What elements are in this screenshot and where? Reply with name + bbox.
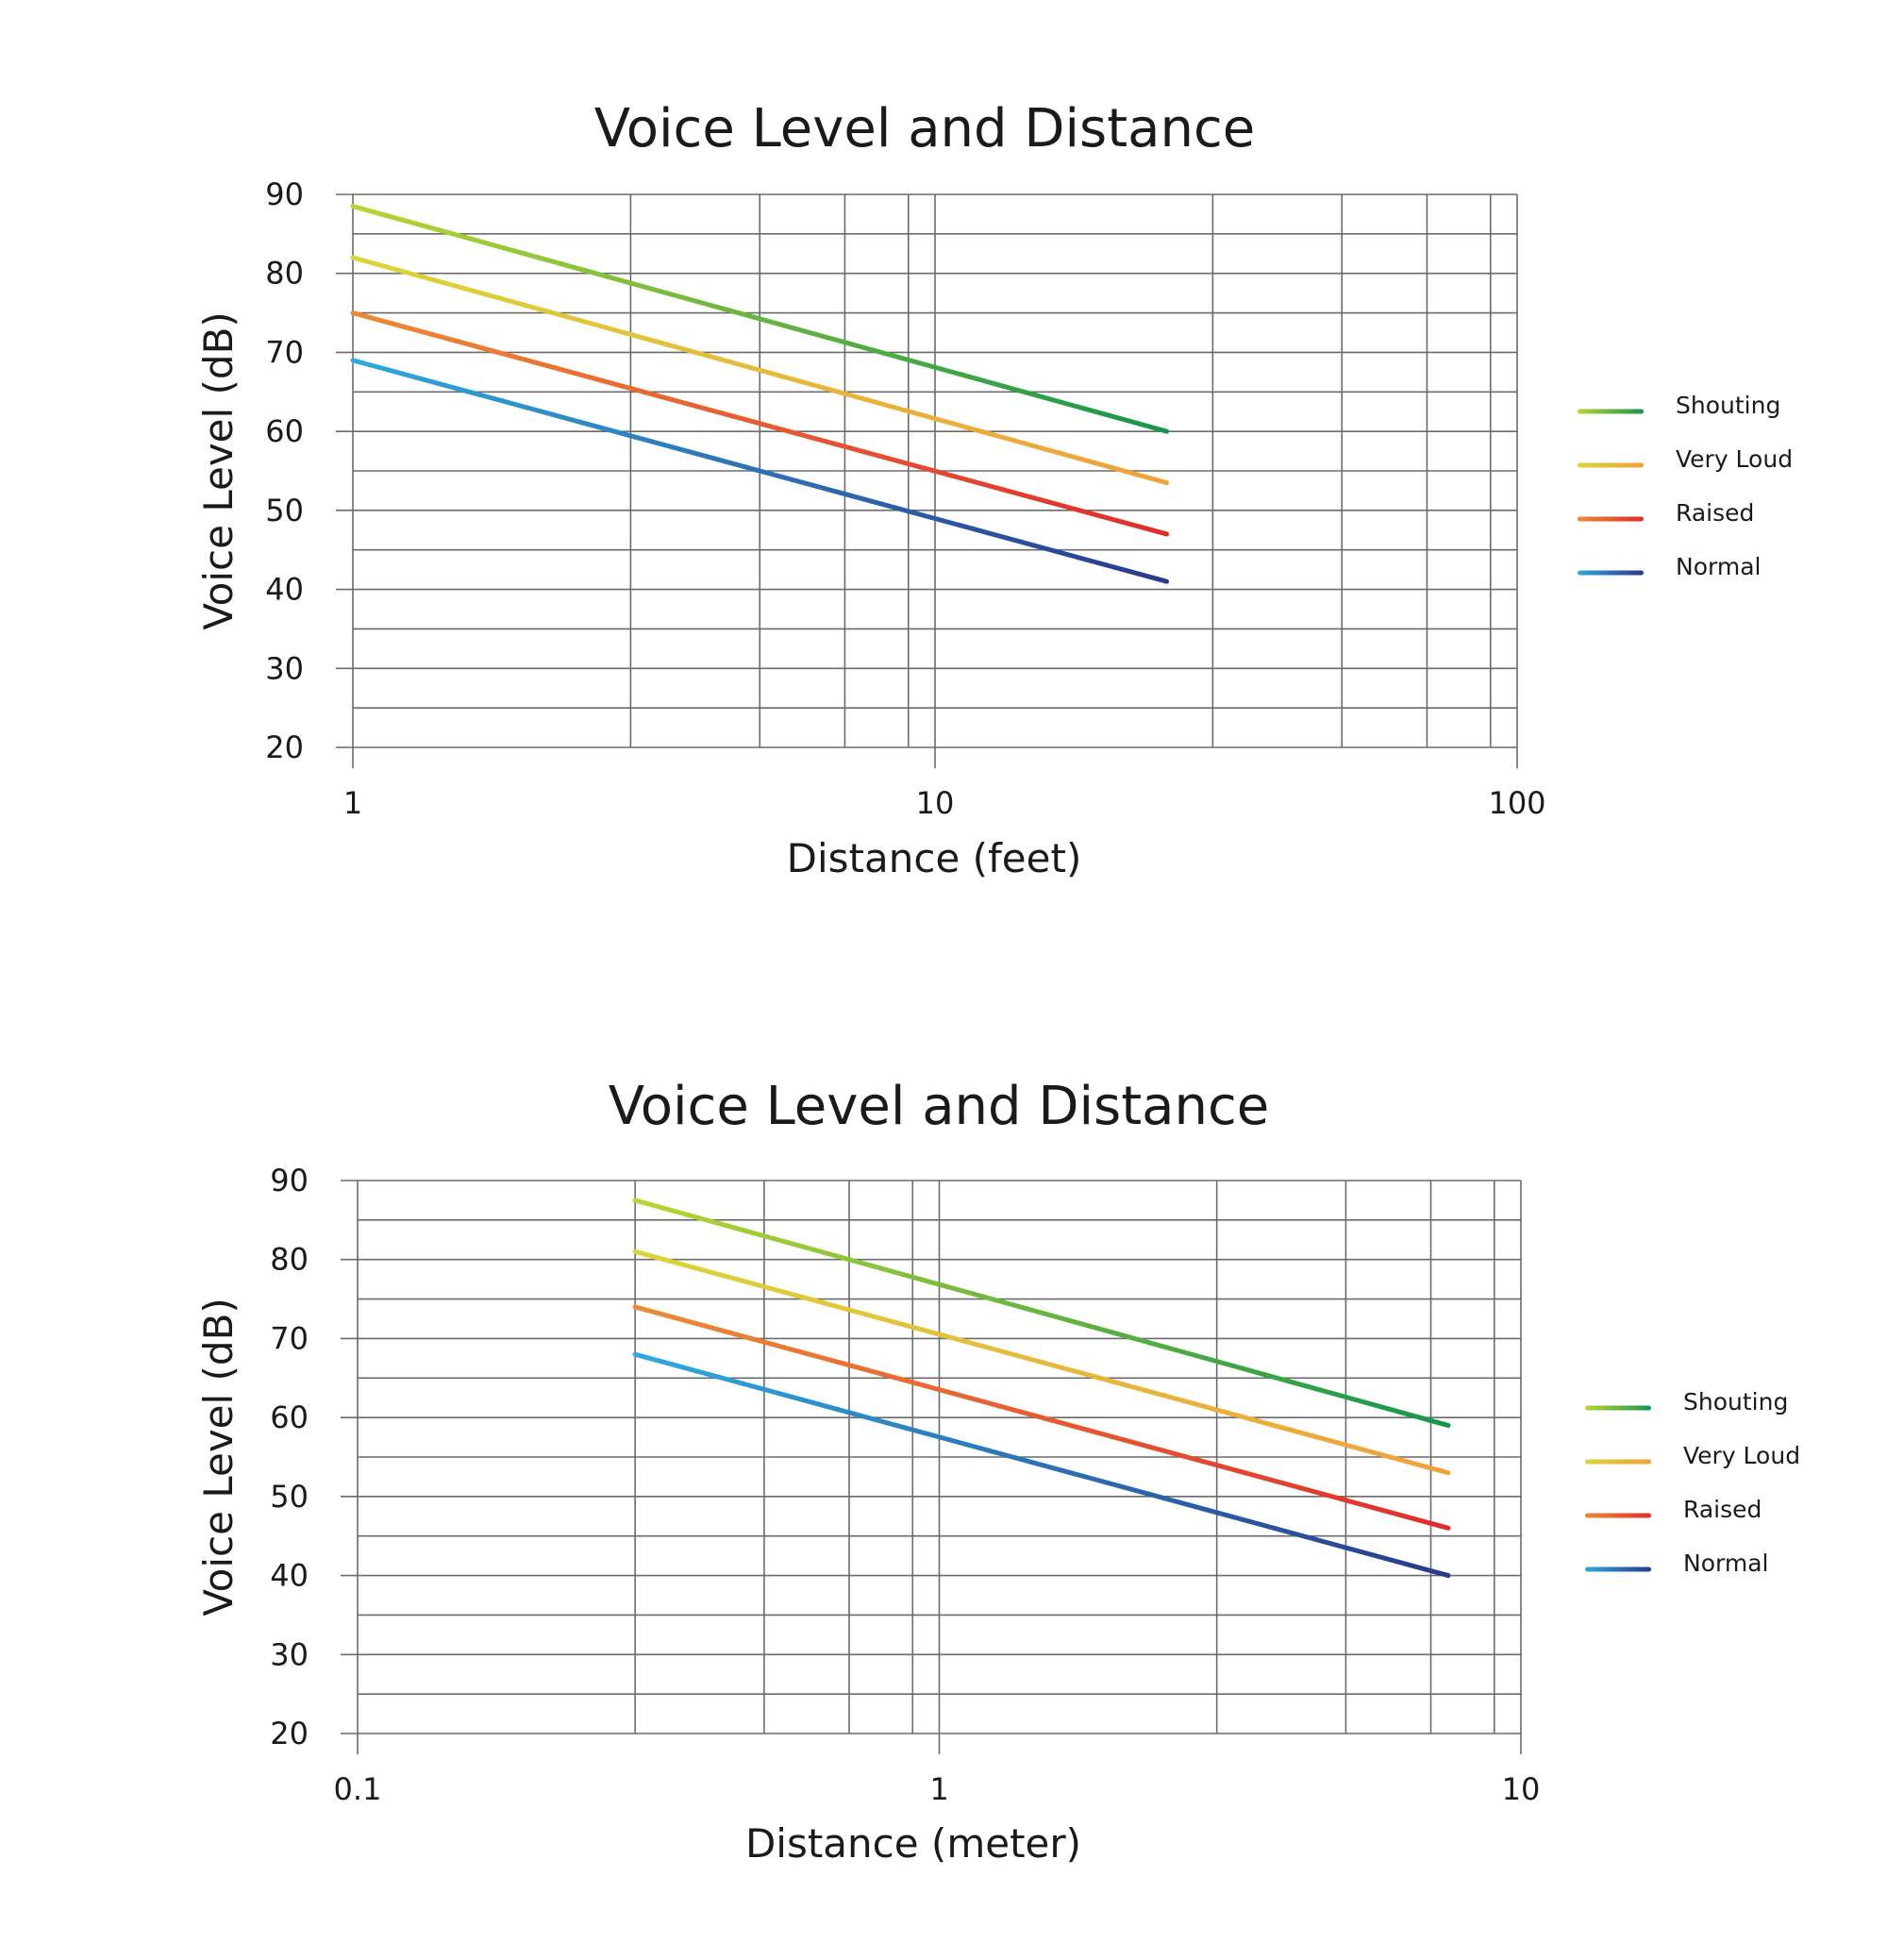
series-line-very-loud <box>350 255 1170 486</box>
series-line-shouting <box>632 1198 1451 1429</box>
y-tick-label: 80 <box>270 1242 309 1278</box>
legend-swatch <box>1578 570 1644 576</box>
legend: Shouting Very Loud Raised Normal <box>1585 1388 1800 1577</box>
legend-swatch <box>1578 462 1644 468</box>
series-line-raised <box>350 310 1170 537</box>
y-axis-label: Voice Level (dB) <box>195 1298 242 1617</box>
series-line-raised <box>632 1304 1451 1531</box>
chart-title: Voice Level and Distance <box>594 98 1255 159</box>
y-tick-label: 40 <box>265 572 304 608</box>
series-line-normal <box>350 358 1170 584</box>
chart-meter: Voice Level and Distance 20 30 40 50 60 70 80 90… <box>195 1076 1800 1867</box>
y-tick-label: 60 <box>270 1399 309 1435</box>
y-axis-label: Voice Level (dB) <box>195 311 242 630</box>
y-tick-label: 90 <box>270 1163 309 1198</box>
x-tick-label: 10 <box>1502 1771 1541 1807</box>
legend-swatch <box>1578 516 1644 522</box>
chart-title: Voice Level and Distance <box>609 1076 1269 1137</box>
x-tick-label: 10 <box>916 785 955 821</box>
legend-swatch <box>1585 1405 1651 1411</box>
y-tick-label: 70 <box>270 1320 309 1356</box>
series-line-shouting <box>350 204 1170 434</box>
chart-feet: Voice Level and Distance 20 30 40 50 60 70 80 90… <box>195 98 1793 881</box>
legend-label: Raised <box>1676 499 1754 527</box>
y-tick-label: 50 <box>270 1479 309 1515</box>
x-tick-label: 0.1 <box>334 1771 382 1807</box>
series-line-very-loud <box>632 1248 1451 1476</box>
y-tick-label: 70 <box>265 334 304 370</box>
x-tick-label: 1 <box>929 1771 948 1807</box>
legend-swatch <box>1585 1566 1651 1572</box>
y-tick-label: 30 <box>265 650 304 686</box>
y-tick-label: 60 <box>265 413 304 449</box>
x-axis-label: Distance (feet) <box>787 835 1082 881</box>
x-tick-label: 100 <box>1488 785 1545 821</box>
legend-swatch <box>1585 1513 1651 1518</box>
y-tick-label: 20 <box>265 729 304 765</box>
y-tick-label: 50 <box>265 493 304 528</box>
series-line-normal <box>632 1351 1451 1579</box>
y-tick-label: 30 <box>270 1636 309 1672</box>
y-tick-label: 90 <box>265 176 304 212</box>
legend-label: Very Loud <box>1683 1442 1800 1469</box>
x-axis-label: Distance (meter) <box>745 1820 1081 1867</box>
legend-swatch <box>1578 409 1644 414</box>
y-tick-label: 80 <box>265 256 304 292</box>
legend-label: Normal <box>1676 553 1761 580</box>
x-tick-label: 1 <box>343 785 362 821</box>
legend-label: Shouting <box>1683 1388 1788 1416</box>
legend-swatch <box>1585 1459 1651 1465</box>
y-tick-label: 20 <box>270 1716 309 1751</box>
y-tick-label: 40 <box>270 1558 309 1594</box>
legend-label: Normal <box>1683 1550 1768 1577</box>
legend-label: Shouting <box>1676 392 1780 419</box>
legend-label: Raised <box>1683 1496 1762 1523</box>
legend-label: Very Loud <box>1676 445 1793 473</box>
grid <box>341 1180 1522 1754</box>
grid <box>336 193 1518 768</box>
legend: Shouting Very Loud Raised Normal <box>1578 392 1793 580</box>
